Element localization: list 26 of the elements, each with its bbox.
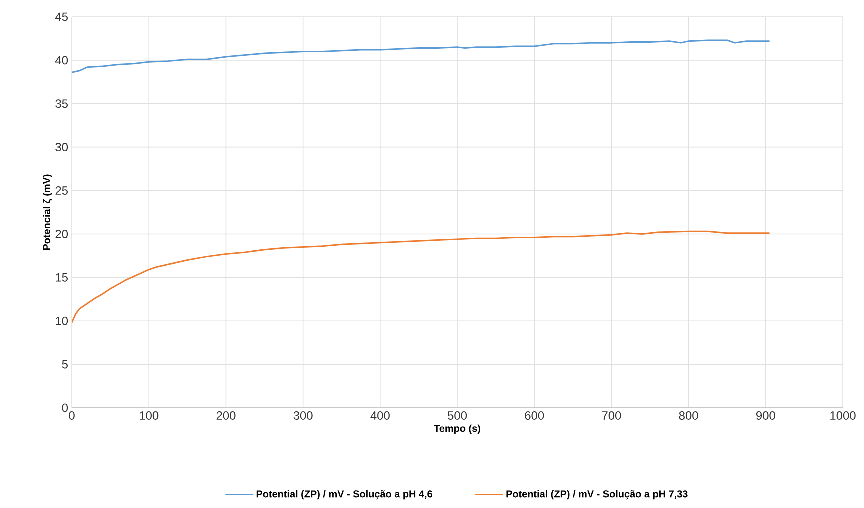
y-tick-label: 15: [56, 274, 68, 282]
x-tick-label: 200: [216, 412, 236, 420]
y-tick-label: 40: [55, 56, 68, 65]
y-tick-label: 20: [56, 230, 68, 238]
y-tick-label: 10: [56, 316, 68, 326]
x-tick-label: 700: [602, 412, 622, 420]
x-tick-label: 900: [756, 412, 776, 420]
legend-label: Potential (ZP) / mV - Solução a pH 7,33: [506, 490, 688, 500]
y-axis-title: Potencial ζ (mV): [43, 174, 52, 250]
x-tick-label: 1000: [830, 412, 856, 420]
x-tick-label: 600: [525, 412, 544, 420]
x-tick-label: 300: [294, 412, 313, 420]
y-tick-label: 30: [56, 143, 68, 152]
y-tick-label: 5: [62, 360, 68, 369]
x-tick-label: 800: [679, 412, 698, 420]
y-tick-label: 35: [56, 100, 68, 108]
y-tick-label: 45: [55, 12, 68, 22]
legend-label: Potential (ZP) / mV - Solução a pH 4,6: [256, 490, 432, 500]
x-tick-label: 0: [69, 412, 75, 420]
y-tick-label: 25: [56, 186, 68, 195]
x-tick-label: 500: [448, 412, 468, 420]
line-series: [72, 40, 771, 74]
x-tick-label: 100: [140, 412, 159, 420]
y-tick-label: 0: [62, 404, 68, 412]
x-axis-title: Tempo (s): [434, 424, 480, 434]
x-tick-label: 400: [370, 412, 390, 420]
